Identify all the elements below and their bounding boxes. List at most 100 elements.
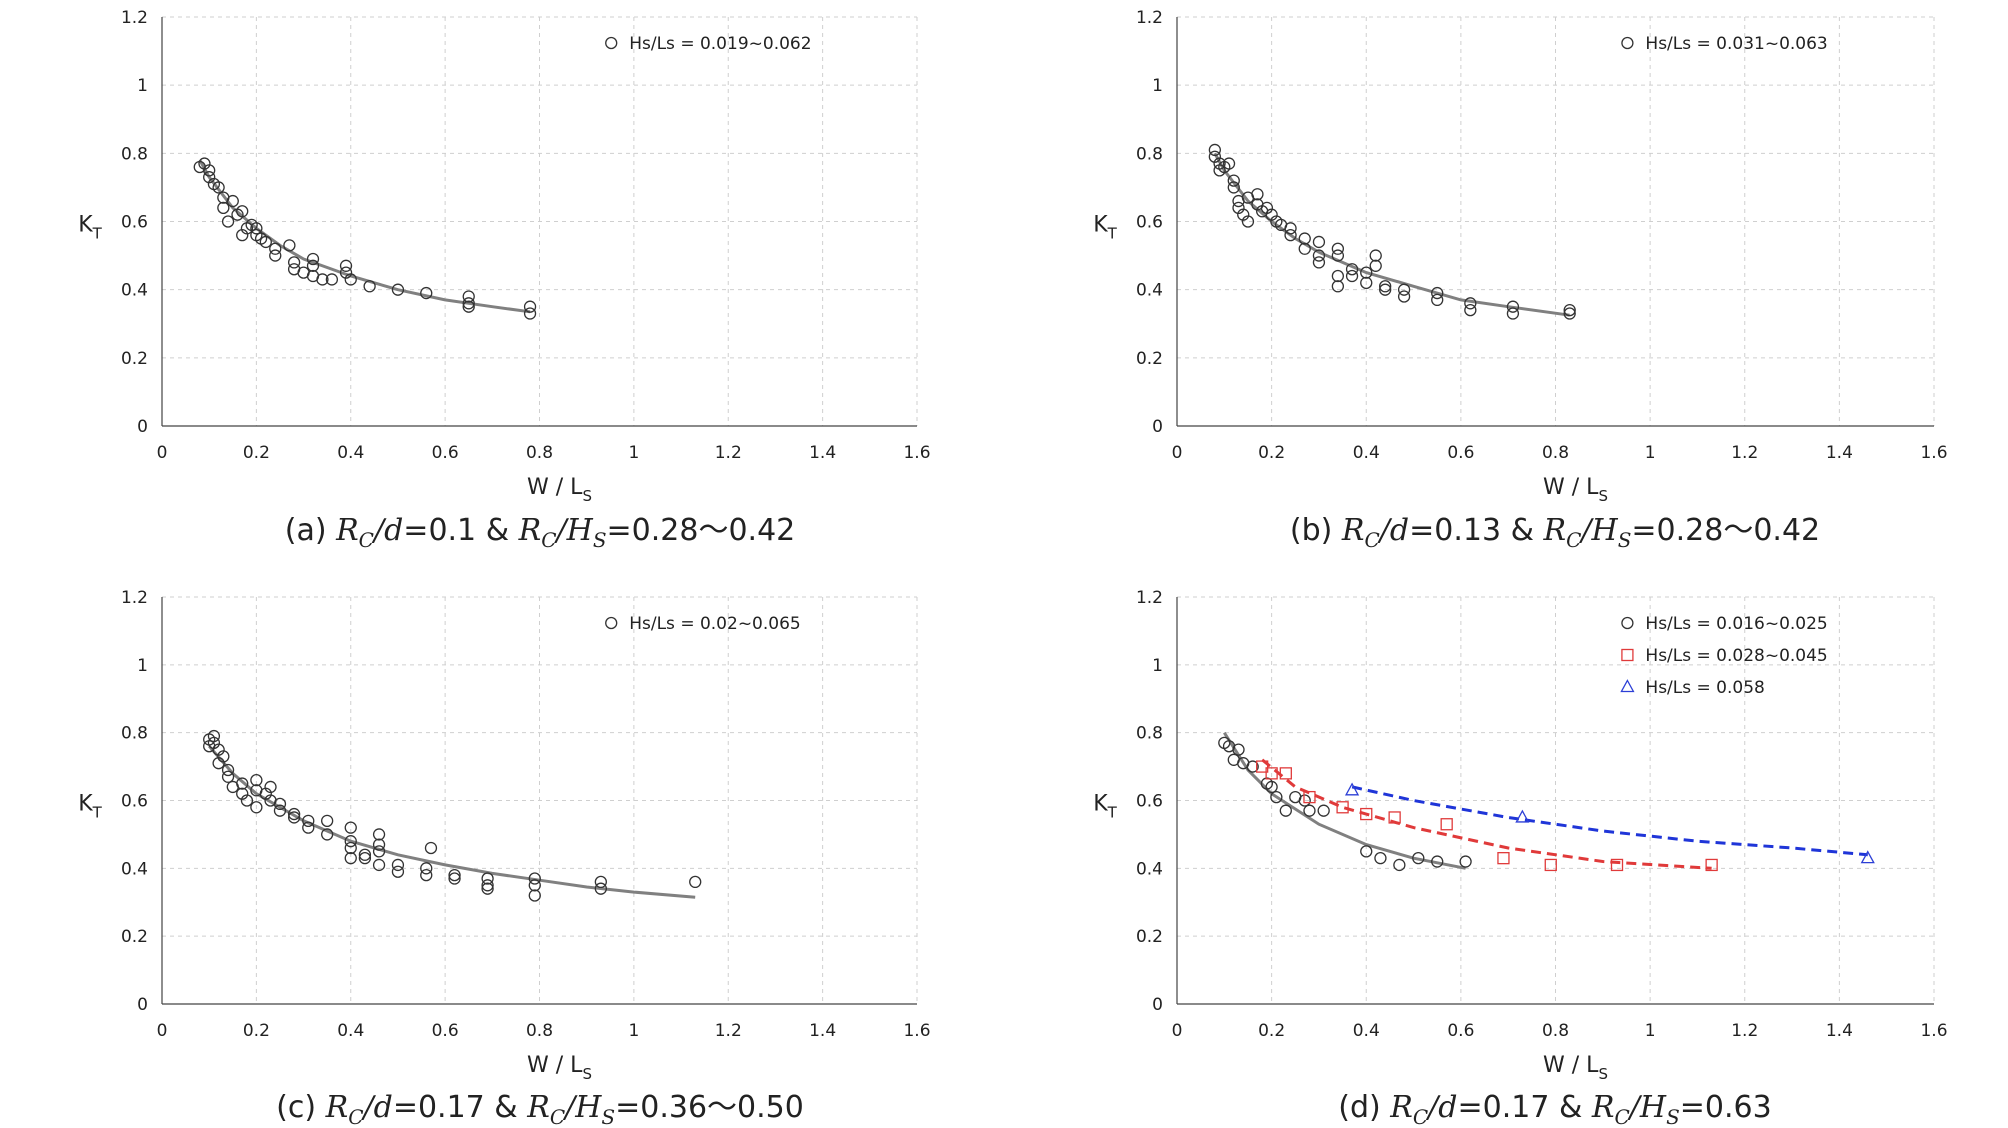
data-point	[302, 821, 315, 834]
data-point	[1317, 804, 1330, 817]
x-tick-label: 1.4	[809, 1021, 836, 1041]
data-point	[1515, 809, 1530, 823]
y-axis-label-main: K	[1093, 792, 1108, 817]
panel-caption: (c) RC/d=0.17 & RC/HS=0.36～0.50	[276, 1090, 804, 1128]
x-axis-label: W / LS	[1543, 1053, 1608, 1083]
fit-curve-3	[1351, 785, 1868, 857]
data-point	[1497, 852, 1510, 865]
data-point	[321, 814, 334, 827]
x-tick-label: 1.2	[715, 443, 742, 463]
caption-rc-hs-value: 0.28～0.42	[632, 513, 796, 548]
x-axis-label: W / LS	[1543, 475, 1608, 505]
data-point	[221, 763, 235, 777]
data-point	[1222, 157, 1236, 170]
data-point	[1227, 181, 1240, 194]
y-tick-label: 1	[137, 656, 148, 676]
caption-label: (c)	[276, 1090, 316, 1125]
caption-math-rc: R	[325, 1090, 349, 1125]
y-tick-label: 1	[137, 76, 148, 96]
y-tick-label: 0.4	[121, 281, 148, 301]
data-point	[240, 794, 254, 807]
x-tick-label: 0.2	[243, 1021, 270, 1041]
data-point	[1506, 307, 1520, 320]
data-point	[1331, 280, 1345, 293]
data-point	[462, 297, 475, 310]
series-1	[203, 729, 702, 902]
x-axis-label-sub: S	[582, 1065, 592, 1083]
data-point	[1506, 300, 1520, 313]
series-2	[1256, 760, 1718, 872]
data-point	[1312, 256, 1326, 269]
caption-rc-d-value: 0.13	[1434, 513, 1501, 548]
data-point	[1360, 807, 1373, 821]
data-point	[250, 222, 263, 235]
series-1	[1208, 143, 1576, 320]
data-point	[1388, 811, 1401, 824]
data-point	[372, 858, 386, 872]
data-point	[250, 774, 263, 787]
x-tick-label: 0.4	[1353, 1021, 1380, 1041]
x-tick-label: 0.6	[1447, 443, 1474, 463]
data-point	[1563, 307, 1576, 320]
chart-panel-d: 0 0.2 0.4 0.6 0.8 1 1.2 1.4 1.6 0 0.2 0.4 0.6 0.8 1 1.2…	[1093, 588, 1947, 1128]
data-point	[481, 872, 494, 885]
y-axis-label: KT	[78, 792, 102, 822]
data-point	[344, 852, 357, 865]
legend-marker	[605, 36, 618, 50]
data-point	[316, 273, 329, 286]
x-tick-label: 1.2	[715, 1021, 742, 1041]
data-point	[1303, 790, 1316, 804]
data-point	[448, 868, 461, 882]
x-tick-label: 1	[628, 1021, 639, 1041]
y-tick-label: 1.2	[1136, 8, 1163, 28]
x-tick-label: 1.6	[903, 443, 930, 463]
x-axis-label: W / LS	[527, 1053, 592, 1083]
data-point	[528, 879, 541, 892]
y-tick-label: 0	[137, 417, 148, 437]
series-1	[1218, 736, 1472, 872]
y-tick-label: 0.6	[1136, 792, 1163, 812]
data-point	[528, 889, 541, 902]
fit-curve-2	[1261, 758, 1712, 870]
data-point	[1393, 858, 1406, 872]
x-tick-label: 0.4	[1353, 443, 1380, 463]
y-tick-label: 0.2	[121, 927, 148, 947]
data-point	[448, 872, 461, 885]
legend-marker	[605, 616, 618, 630]
data-point	[339, 259, 353, 272]
data-point	[462, 290, 475, 303]
y-axis-label: KT	[1093, 213, 1117, 243]
x-tick-label: 1	[628, 443, 639, 463]
y-tick-label: 1	[1152, 656, 1163, 676]
x-tick-label: 0.2	[243, 443, 270, 463]
x-tick-label: 0	[157, 1021, 168, 1041]
y-axis-label-sub: T	[1107, 804, 1118, 822]
data-point	[481, 879, 494, 892]
data-point	[344, 835, 357, 848]
data-point	[1232, 743, 1245, 756]
data-point	[344, 273, 357, 286]
data-point	[1298, 242, 1311, 255]
caption-math-rc: R	[335, 513, 359, 548]
x-axis-label-sub: S	[1598, 1065, 1608, 1083]
data-point	[594, 882, 607, 895]
data-point	[1544, 858, 1557, 872]
data-point	[1284, 228, 1297, 242]
caption-rc-d-value: 0.17	[1483, 1090, 1550, 1125]
x-tick-label: 0.4	[337, 1021, 364, 1041]
x-tick-label: 1.2	[1731, 1021, 1758, 1041]
y-tick-label: 0.8	[1136, 724, 1163, 744]
panel-caption: (d) RC/d=0.17 & RC/HS=0.63	[1338, 1090, 1771, 1128]
x-tick-label: 0	[1172, 443, 1183, 463]
data-point	[236, 205, 249, 218]
data-point	[1251, 188, 1264, 201]
x-tick-label: 0	[1172, 1021, 1183, 1041]
data-point	[344, 821, 357, 834]
data-point	[358, 852, 372, 865]
x-axis-label-main: W / L	[527, 1053, 583, 1078]
data-point	[1397, 290, 1411, 303]
chart-panel-c: 0 0.2 0.4 0.6 0.8 1 1.2 1.4 1.6 0 0.2 0.4 0.6 0.8 1 1.2…	[78, 588, 930, 1128]
data-point	[1241, 215, 1255, 228]
legend-marker	[1620, 679, 1635, 693]
y-tick-label: 0	[1152, 417, 1163, 437]
